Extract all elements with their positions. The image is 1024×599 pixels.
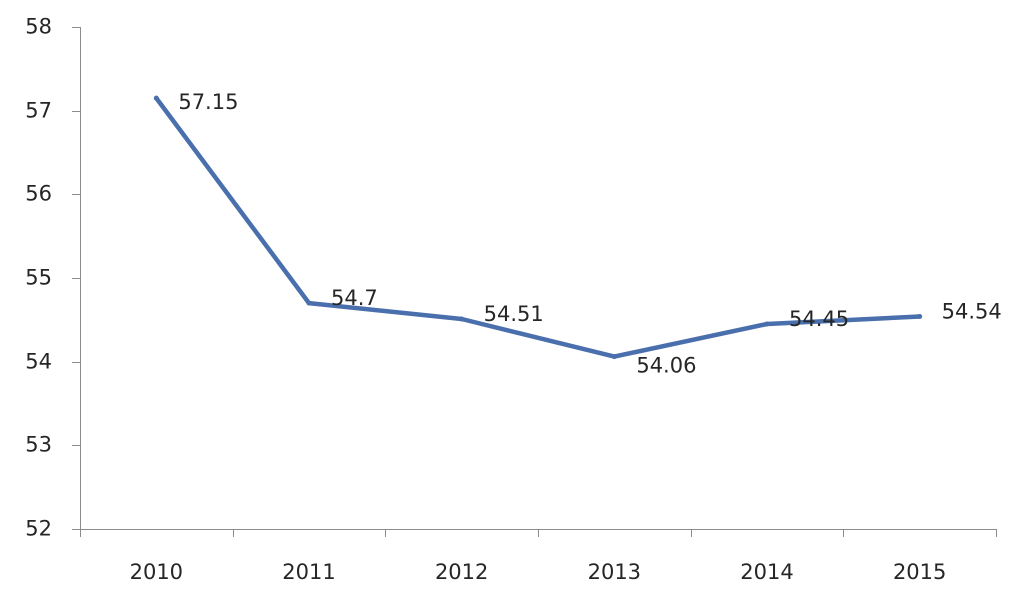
y-tick-label: 55 [25,266,52,290]
y-tick-label: 54 [25,350,52,374]
y-tick-label: 53 [25,433,52,457]
series-layer [153,95,923,360]
data-point [764,321,770,327]
data-point [459,316,465,322]
data-label: 54.54 [942,299,1002,323]
x-tick-label: 2015 [893,560,946,584]
y-tick-label: 58 [25,15,52,39]
y-tick-label: 57 [25,99,52,123]
x-tick-label: 2011 [282,560,335,584]
data-label: 54.51 [484,302,544,326]
data-point [611,354,617,360]
data-label: 57.15 [178,90,238,114]
data-label: 54.7 [331,286,378,310]
x-tick-label: 2010 [130,560,183,584]
data-labels: 57.15 54.7 54.51 54.06 54.45 54.54 [178,90,1001,378]
series-line [154,95,922,359]
x-tick-label: 2014 [740,560,793,584]
y-tick-label: 52 [25,517,52,541]
x-tick-label: 2013 [588,560,641,584]
x-tick-label: 2012 [435,560,488,584]
data-point [306,300,312,306]
data-point [153,95,159,101]
y-axis: 52 53 54 55 56 57 58 [25,15,81,541]
data-label: 54.45 [789,307,849,331]
data-label: 54.06 [636,354,696,378]
data-point [917,313,923,319]
x-axis: 2010 2011 2012 2013 2014 2015 [80,529,997,584]
y-tick-label: 56 [25,182,52,206]
